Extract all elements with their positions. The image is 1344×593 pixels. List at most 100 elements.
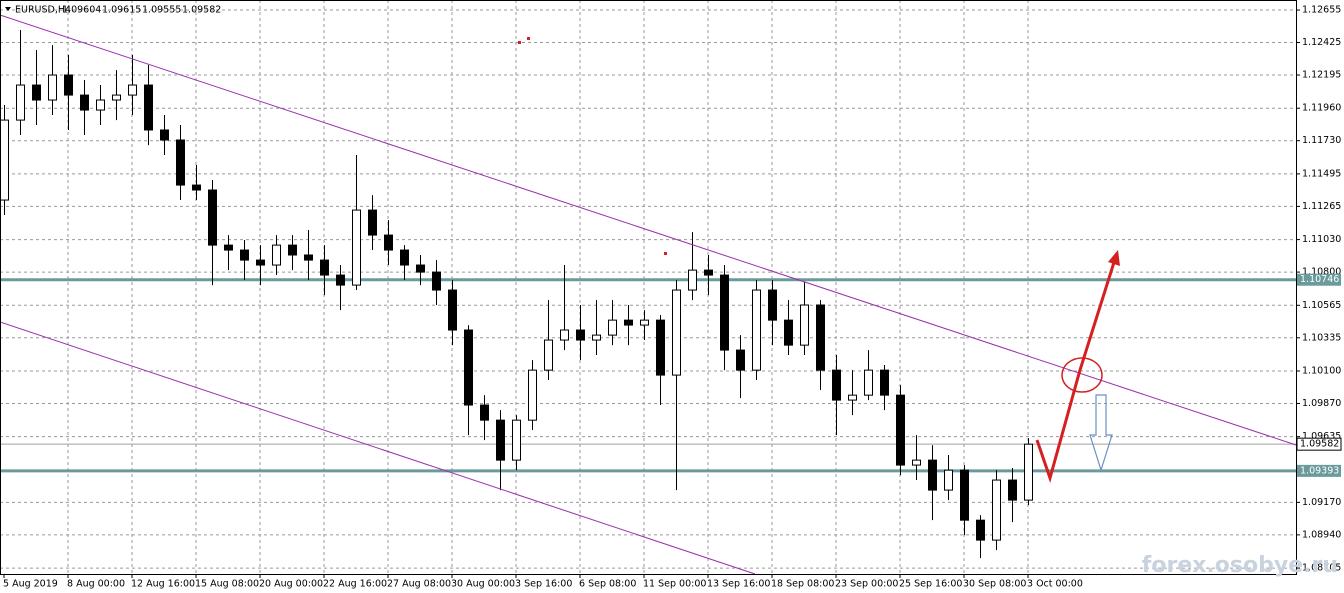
arrow-head bbox=[1108, 250, 1120, 266]
y-tick-label: 1.10565 bbox=[1302, 300, 1341, 311]
candle-body bbox=[816, 304, 825, 371]
candle-body bbox=[752, 289, 761, 371]
level-box bbox=[1297, 464, 1341, 477]
y-tick-label: 1.11495 bbox=[1302, 168, 1341, 179]
x-tick-label: 5 Aug 2019 bbox=[3, 579, 58, 590]
y-tick-label: 1.09870 bbox=[1302, 398, 1341, 409]
candle-body bbox=[496, 419, 505, 461]
candle-body bbox=[480, 404, 489, 421]
candle-body bbox=[320, 259, 329, 276]
x-tick-label: 12 Aug 16:00 bbox=[131, 579, 195, 590]
candle-body bbox=[32, 84, 41, 101]
dot bbox=[518, 41, 521, 44]
y-tick-label: 1.11960 bbox=[1302, 103, 1341, 114]
header-value: 1.09615 bbox=[102, 5, 141, 16]
candle-body bbox=[944, 469, 953, 491]
candle-body bbox=[48, 74, 57, 101]
candle-body bbox=[64, 74, 73, 96]
candle-body bbox=[544, 339, 553, 371]
candle-body bbox=[624, 319, 633, 326]
candle-body bbox=[992, 479, 1001, 541]
y-tick-label: 1.10335 bbox=[1302, 332, 1341, 343]
x-tick-label: 30 Sep 08:00 bbox=[963, 579, 1026, 590]
candle-body bbox=[800, 304, 809, 346]
candle-body bbox=[80, 94, 89, 111]
x-tick-label: 6 Sep 08:00 bbox=[579, 579, 636, 590]
candle-body bbox=[864, 369, 873, 396]
y-tick-label: 1.11730 bbox=[1302, 135, 1341, 146]
candle-body bbox=[640, 319, 649, 326]
candle-body bbox=[576, 329, 585, 341]
candle-body bbox=[464, 329, 473, 406]
x-tick-label: 3 Sep 16:00 bbox=[515, 579, 572, 590]
x-tick-label: 8 Aug 00:00 bbox=[67, 579, 125, 590]
x-tick-label: 13 Sep 16:00 bbox=[707, 579, 770, 590]
candle-body bbox=[704, 269, 713, 276]
candle-body bbox=[176, 139, 185, 186]
circle-mark bbox=[1061, 357, 1103, 393]
y-tick-label: 1.11030 bbox=[1302, 234, 1341, 245]
y-tick-label: 1.09635 bbox=[1302, 431, 1341, 442]
watermark: forex.osobye.ru bbox=[1142, 553, 1338, 578]
channel-lower bbox=[0, 321, 756, 575]
header-value: 1.09555 bbox=[142, 5, 181, 16]
candle-body bbox=[608, 319, 617, 336]
candle-body bbox=[592, 334, 601, 341]
x-tick-label: 25 Sep 16:00 bbox=[899, 579, 962, 590]
y-tick-label: 1.08705 bbox=[1302, 563, 1341, 574]
candle-body bbox=[848, 394, 857, 401]
candle-body bbox=[288, 244, 297, 256]
y-tick-label: 1.12655 bbox=[1302, 5, 1341, 16]
candle-body bbox=[880, 369, 889, 396]
level-label: 1.09393 bbox=[1300, 465, 1339, 476]
candle-body bbox=[960, 469, 969, 521]
plot-frame bbox=[0, 0, 1297, 575]
candle-body bbox=[512, 419, 521, 461]
candle-body bbox=[368, 209, 377, 236]
level-label: 1.10746 bbox=[1300, 274, 1339, 285]
x-tick-label: 20 Aug 00:00 bbox=[259, 579, 323, 590]
y-tick-label: 1.10800 bbox=[1302, 267, 1341, 278]
candles bbox=[0, 29, 1033, 559]
levels bbox=[0, 278, 1296, 473]
candle-body bbox=[928, 459, 937, 491]
x-tick-label: 18 Sep 08:00 bbox=[771, 579, 834, 590]
candle-body bbox=[224, 244, 233, 251]
axes: 1.12655 1.12425 1.12195 1.11960 1.11730 1.114… bbox=[3, 5, 1342, 590]
candle-body bbox=[688, 269, 697, 291]
candle-body bbox=[560, 329, 569, 341]
candle-body bbox=[16, 84, 25, 121]
candle-body bbox=[400, 249, 409, 266]
y-tick-label: 1.12195 bbox=[1302, 70, 1341, 81]
candle-body bbox=[384, 234, 393, 251]
candle-body bbox=[208, 189, 217, 246]
candle-body bbox=[144, 84, 153, 131]
current-price-label: 1.09582 bbox=[1300, 439, 1339, 450]
candle-body bbox=[336, 274, 345, 286]
candle-body bbox=[240, 249, 249, 261]
candle-body bbox=[768, 289, 777, 321]
level-box bbox=[1297, 273, 1341, 286]
candle-body bbox=[912, 459, 921, 466]
candle-body bbox=[672, 289, 681, 376]
y-tick-label: 1.09170 bbox=[1302, 497, 1341, 508]
candle-body bbox=[528, 369, 537, 421]
candle-body bbox=[896, 394, 905, 466]
down-arrow bbox=[1089, 394, 1113, 473]
candle-body bbox=[256, 259, 265, 266]
candle-body bbox=[832, 369, 841, 401]
header-values: 1.09604 1.09615 1.09555 1.09582 bbox=[62, 5, 221, 16]
candle-body bbox=[720, 274, 729, 351]
header-value: 1.09582 bbox=[182, 5, 221, 16]
candle-body bbox=[272, 244, 281, 266]
y-tick-label: 1.12425 bbox=[1302, 37, 1341, 48]
candle-body bbox=[432, 271, 441, 291]
candle-body bbox=[1024, 443, 1033, 501]
forecast-arrow bbox=[1035, 255, 1118, 484]
dot bbox=[664, 252, 667, 255]
candle-body bbox=[160, 129, 169, 141]
candle-body bbox=[96, 99, 105, 111]
current-price-box bbox=[1296, 437, 1342, 451]
candle-body bbox=[128, 84, 137, 96]
